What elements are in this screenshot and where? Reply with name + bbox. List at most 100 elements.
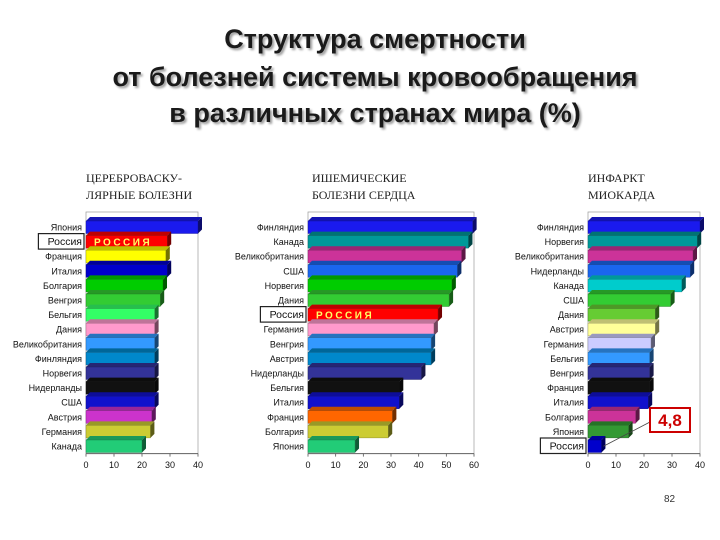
bar-side xyxy=(700,217,704,234)
bar-top xyxy=(308,421,393,426)
bar-top xyxy=(588,406,640,411)
bar-top xyxy=(588,319,660,324)
bar-top xyxy=(86,260,172,265)
bar-side xyxy=(461,246,466,263)
bar-top xyxy=(308,333,436,338)
bar-top xyxy=(588,363,654,367)
chart-2: Финляндия Канада Великобритания США Норвегия… xyxy=(235,211,479,470)
category-label: Венгрия xyxy=(48,296,82,306)
category-label: Россия xyxy=(550,441,584,453)
bar-top xyxy=(308,290,454,294)
russia-label-box xyxy=(37,233,85,250)
bar-top xyxy=(588,333,655,338)
category-label: Венгрия xyxy=(270,339,304,349)
bar-top xyxy=(308,348,436,353)
category-label: Норвегия xyxy=(545,237,585,247)
chart-3: Финляндия Норвегия Великобритания Нидерланд… xyxy=(515,211,705,470)
category-label: Дания xyxy=(558,310,584,320)
bar-top xyxy=(308,436,360,440)
bar-top xyxy=(308,319,438,324)
bar-top xyxy=(308,260,462,265)
bar-side xyxy=(690,260,695,278)
bar-top xyxy=(588,304,660,309)
x-tick-label: 20 xyxy=(137,460,147,470)
x-tick-label: 0 xyxy=(585,460,590,470)
callout-box xyxy=(649,407,691,433)
bar-side xyxy=(421,363,426,380)
bar-top xyxy=(588,436,606,440)
category-label: США xyxy=(61,398,82,408)
category-label: Бельгия xyxy=(270,383,304,393)
category-label: Италия xyxy=(553,398,584,408)
x-tick-label: 50 xyxy=(441,460,451,470)
bar-side xyxy=(399,392,404,409)
bar-top xyxy=(588,275,686,280)
category-label: Австрия xyxy=(550,325,584,335)
russia-bar-label: РОССИЯ xyxy=(316,311,374,322)
title-line-1: Структура смертности xyxy=(224,24,526,54)
bar-side xyxy=(151,406,156,424)
callout-value: 4,8 xyxy=(658,411,682,430)
bar-top xyxy=(86,231,172,236)
page-number: 82 xyxy=(664,494,676,505)
bar-side xyxy=(163,275,167,292)
category-label: Италия xyxy=(51,266,82,276)
bar-side xyxy=(655,304,660,322)
bar-side xyxy=(468,231,473,249)
category-label: Норвегия xyxy=(265,281,305,291)
bar-side xyxy=(472,217,477,234)
category-label: Италия xyxy=(273,398,304,408)
chart-2-title: ИШЕМИЧЕСКИЕ БОЛЕЗНИ СЕРДЦА xyxy=(312,171,416,202)
bar-side xyxy=(154,304,159,322)
bar-top xyxy=(86,392,159,397)
category-label: США xyxy=(283,266,304,276)
category-label: Норвегия xyxy=(43,369,83,379)
category-label: Франция xyxy=(547,383,584,393)
category-label: Россия xyxy=(48,236,82,248)
bar-side xyxy=(649,377,654,395)
x-tick-label: 0 xyxy=(83,460,88,470)
category-label: Австрия xyxy=(270,354,304,364)
chart-1-title: ЦЕРЕБРОВАСКУ- ЛЯРНЫЕ БОЛЕЗНИ xyxy=(86,171,193,202)
bar-top xyxy=(86,436,146,440)
bar-side xyxy=(154,333,159,351)
category-label: Россия xyxy=(270,309,304,321)
bar-side xyxy=(154,377,159,395)
bar-side xyxy=(160,290,165,307)
category-label: США xyxy=(563,296,584,306)
category-label: Болгария xyxy=(265,427,304,437)
category-label: Германия xyxy=(42,427,82,437)
bar-top xyxy=(308,363,426,367)
bar-top xyxy=(588,392,653,397)
bar-side xyxy=(655,319,660,336)
category-label: Дания xyxy=(56,325,82,335)
bar-top xyxy=(86,377,159,382)
category-label: Великобритания xyxy=(235,252,304,262)
bar-top xyxy=(86,348,159,353)
category-label: Германия xyxy=(264,325,304,335)
russia-label-box xyxy=(259,306,307,323)
bar-side xyxy=(457,260,462,278)
category-label: Германия xyxy=(544,339,584,349)
category-label: Бельгия xyxy=(48,310,82,320)
x-tick-label: 20 xyxy=(358,460,368,470)
title-line-2: от болезней системы кровообращения xyxy=(112,62,638,92)
bar-side xyxy=(628,421,633,438)
bar-side xyxy=(651,333,655,351)
x-tick-label: 10 xyxy=(611,460,621,470)
bar-side xyxy=(649,363,654,380)
bar-side xyxy=(431,333,436,351)
category-label: Венгрия xyxy=(550,369,584,379)
bar-side xyxy=(392,406,397,424)
bar-side xyxy=(431,348,436,365)
category-label: Япония xyxy=(273,442,304,452)
title-line-3: в различных странах мира (%) xyxy=(169,98,581,128)
x-tick-label: 30 xyxy=(386,460,396,470)
bar-top xyxy=(308,246,466,251)
bar-side xyxy=(154,319,159,336)
bar-3-Россия xyxy=(587,439,602,453)
bar-side xyxy=(154,348,159,365)
bar-top xyxy=(588,290,675,294)
chart-3-title: ИНФАРКТ МИОКАРДА xyxy=(588,171,656,202)
bar-side xyxy=(433,319,438,336)
